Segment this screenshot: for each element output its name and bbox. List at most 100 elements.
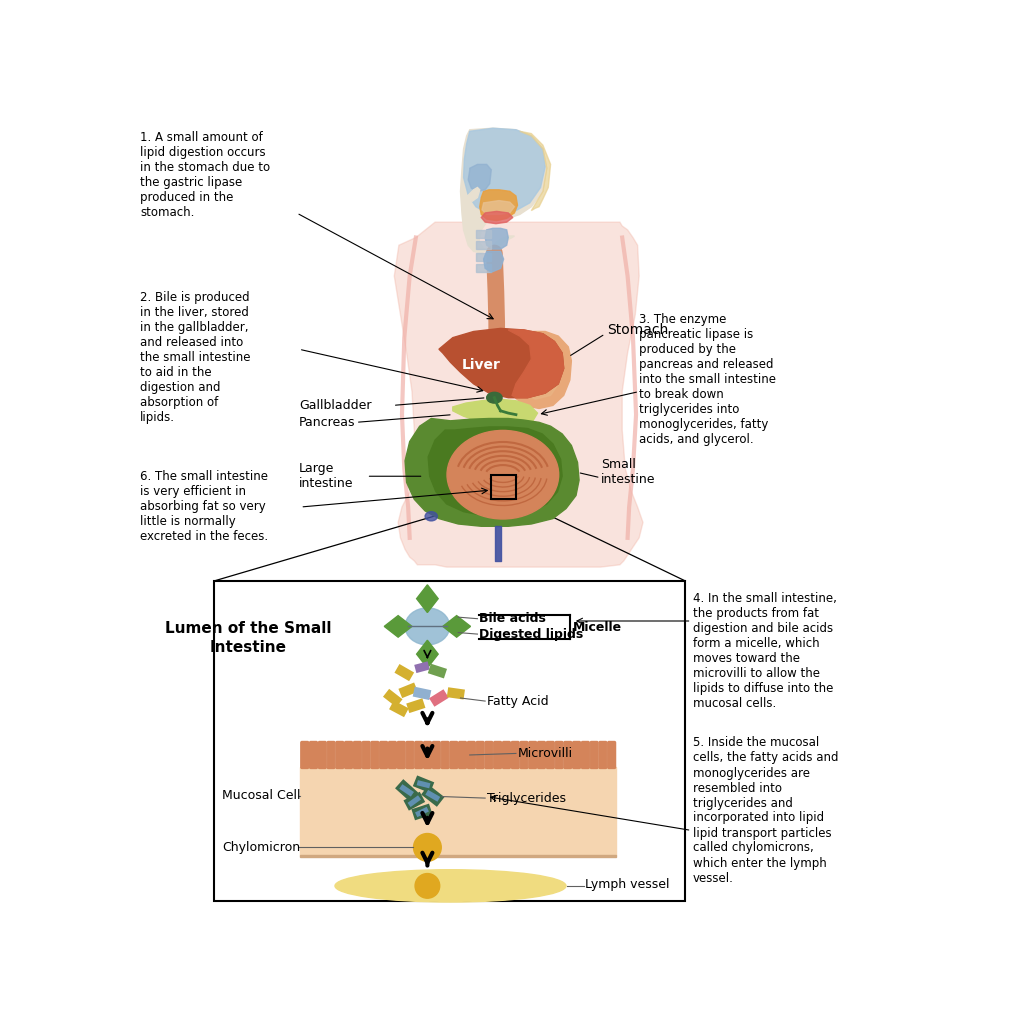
Text: Digested lipids: Digested lipids — [479, 627, 583, 641]
Polygon shape — [415, 806, 429, 817]
Text: Liver: Liver — [462, 358, 501, 371]
FancyBboxPatch shape — [371, 741, 379, 769]
FancyBboxPatch shape — [432, 741, 441, 769]
FancyBboxPatch shape — [494, 741, 501, 769]
FancyBboxPatch shape — [336, 741, 344, 769]
Polygon shape — [443, 615, 470, 638]
FancyBboxPatch shape — [608, 741, 615, 769]
Polygon shape — [394, 664, 414, 681]
FancyBboxPatch shape — [363, 741, 370, 769]
Text: Microvilli: Microvilli — [518, 746, 573, 760]
FancyBboxPatch shape — [388, 741, 396, 769]
Text: 5. Inside the mucosal
cells, the fatty acids and
monoglycerides are
resembled in: 5. Inside the mucosal cells, the fatty a… — [693, 736, 838, 885]
Polygon shape — [516, 342, 562, 400]
FancyBboxPatch shape — [345, 741, 352, 769]
FancyBboxPatch shape — [485, 741, 493, 769]
Polygon shape — [408, 795, 421, 807]
FancyBboxPatch shape — [573, 741, 580, 769]
Polygon shape — [421, 785, 445, 806]
Polygon shape — [520, 131, 550, 211]
Polygon shape — [413, 686, 431, 700]
Polygon shape — [417, 641, 439, 668]
Polygon shape — [484, 251, 503, 273]
FancyBboxPatch shape — [459, 741, 466, 769]
Circle shape — [414, 834, 442, 861]
FancyBboxPatch shape — [415, 741, 423, 769]
Bar — [214, 581, 685, 901]
Polygon shape — [482, 200, 515, 215]
Bar — [476, 264, 491, 273]
FancyBboxPatch shape — [556, 741, 563, 769]
Polygon shape — [389, 701, 409, 717]
Polygon shape — [425, 790, 441, 801]
Text: Micelle: Micelle — [573, 620, 622, 634]
Polygon shape — [460, 128, 546, 253]
Ellipse shape — [335, 870, 566, 902]
FancyBboxPatch shape — [309, 741, 317, 769]
Text: Triglycerides: Triglycerides — [487, 791, 566, 804]
FancyBboxPatch shape — [353, 741, 362, 769]
Polygon shape — [417, 585, 439, 612]
Polygon shape — [395, 779, 418, 801]
Bar — [300, 855, 616, 856]
FancyBboxPatch shape — [423, 741, 431, 769]
Ellipse shape — [447, 430, 559, 519]
Polygon shape — [412, 803, 432, 821]
Text: Large
intestine: Large intestine — [299, 463, 353, 490]
Text: 1. A small amount of
lipid digestion occurs
in the stomach due to
the gastric li: 1. A small amount of lipid digestion occ… — [140, 131, 270, 220]
Polygon shape — [383, 689, 403, 707]
Polygon shape — [400, 784, 414, 796]
Polygon shape — [463, 128, 545, 215]
FancyBboxPatch shape — [564, 741, 572, 769]
Polygon shape — [480, 190, 518, 221]
Bar — [476, 230, 491, 238]
Bar — [476, 241, 491, 249]
FancyBboxPatch shape — [520, 741, 528, 769]
Polygon shape — [428, 664, 447, 678]
Text: 2. Bile is produced
in the liver, stored
in the gallbladder,
and released into
t: 2. Bile is produced in the liver, stored… — [140, 292, 251, 424]
Text: 3. The enzyme
pancreatic lipase is
produced by the
pancreas and released
into th: 3. The enzyme pancreatic lipase is produ… — [639, 313, 776, 446]
Polygon shape — [439, 328, 564, 398]
Polygon shape — [384, 615, 412, 638]
FancyBboxPatch shape — [467, 741, 476, 769]
Polygon shape — [428, 427, 562, 516]
FancyBboxPatch shape — [477, 741, 484, 769]
Text: Bile acids: Bile acids — [479, 612, 546, 625]
Text: 4. In the small intestine,
the products from fat
digestion and bile acids
form a: 4. In the small intestine, the products … — [693, 592, 837, 710]
Polygon shape — [485, 228, 508, 249]
FancyBboxPatch shape — [442, 741, 449, 769]
Polygon shape — [394, 222, 643, 567]
Text: Fatty Acid: Fatty Acid — [487, 695, 548, 708]
Text: Mucosal Cell: Mucosal Cell — [222, 789, 300, 802]
Bar — [491, 475, 516, 499]
FancyBboxPatch shape — [546, 741, 555, 769]
FancyBboxPatch shape — [397, 741, 405, 769]
Text: Gallbladder: Gallbladder — [299, 399, 372, 412]
Polygon shape — [508, 332, 571, 409]
Polygon shape — [413, 775, 434, 793]
FancyBboxPatch shape — [581, 741, 589, 769]
Polygon shape — [429, 690, 449, 707]
Polygon shape — [466, 187, 480, 201]
Ellipse shape — [425, 512, 438, 521]
Polygon shape — [405, 418, 579, 526]
Polygon shape — [468, 165, 491, 191]
Circle shape — [415, 874, 440, 898]
Polygon shape — [407, 699, 425, 713]
FancyBboxPatch shape — [450, 741, 458, 769]
Text: Pancreas: Pancreas — [299, 416, 355, 429]
Text: Small
intestine: Small intestine — [601, 459, 655, 486]
Bar — [476, 253, 491, 260]
FancyBboxPatch shape — [380, 741, 387, 769]
FancyBboxPatch shape — [301, 741, 309, 769]
Polygon shape — [508, 330, 564, 398]
Polygon shape — [398, 682, 418, 698]
FancyBboxPatch shape — [537, 741, 545, 769]
Bar — [300, 767, 616, 855]
Polygon shape — [417, 780, 430, 788]
Polygon shape — [414, 661, 429, 673]
FancyBboxPatch shape — [502, 741, 510, 769]
Polygon shape — [453, 400, 537, 422]
Polygon shape — [447, 687, 465, 700]
Text: Lymph vessel: Lymph vessel — [585, 878, 670, 891]
